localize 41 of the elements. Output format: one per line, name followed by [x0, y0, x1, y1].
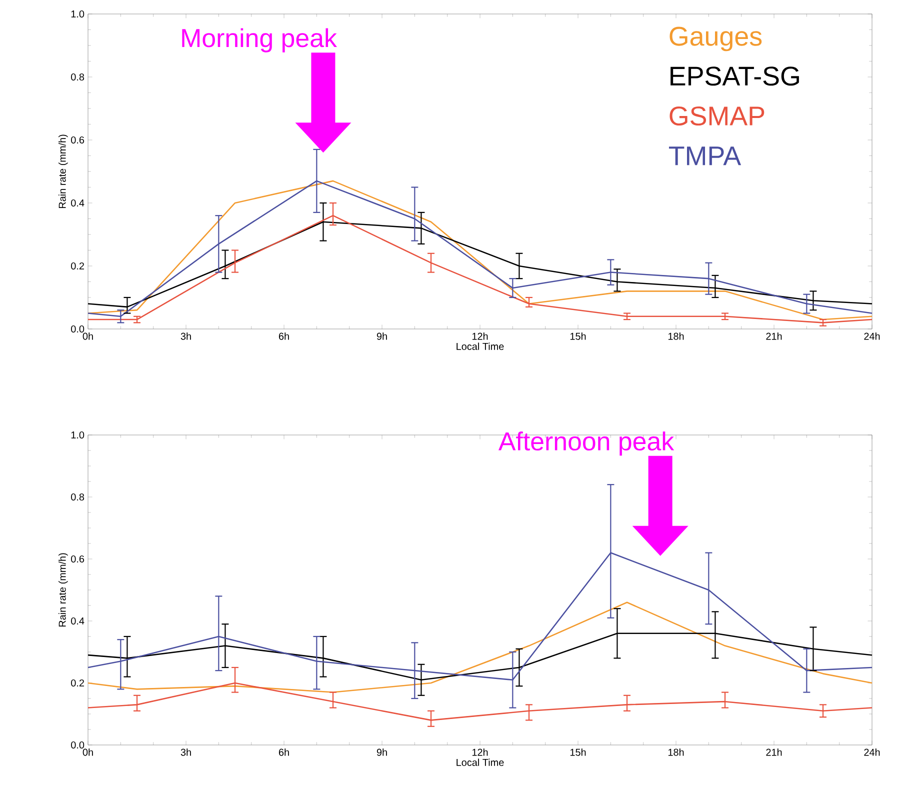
- x-tick-label: 18h: [668, 748, 684, 756]
- x-tick-label: 6h: [278, 332, 289, 340]
- x-tick-label: 18h: [668, 332, 684, 340]
- y-tick-label: 0.4: [71, 617, 84, 625]
- x-tick-label: 0h: [82, 332, 93, 340]
- y-tick-label: 0.0: [71, 325, 84, 333]
- x-tick-label: 9h: [376, 332, 387, 340]
- x-tick-label: 15h: [570, 332, 586, 340]
- y-tick-label: 0.6: [71, 555, 84, 563]
- x-tick-label: 12h: [472, 748, 488, 756]
- y-axis-title: Rain rate (mm/h): [58, 134, 68, 208]
- text: Gauges: [670, 26, 762, 52]
- x-tick-label: 9h: [376, 748, 387, 756]
- y-tick-label: 1.0: [71, 431, 84, 439]
- text: GSMAP: [670, 106, 764, 126]
- x-axis-title: Local Time: [456, 342, 504, 350]
- x-tick-label: 12h: [472, 332, 488, 340]
- annotation: Morning peak: [182, 28, 337, 52]
- x-tick-label: 24h: [864, 332, 880, 340]
- text: TMPA: [668, 146, 742, 166]
- y-axis-title: Rain rate (mm/h): [58, 553, 68, 627]
- x-tick-label: 0h: [82, 748, 93, 756]
- x-tick-label: 15h: [570, 748, 586, 756]
- y-tick-label: 0.4: [71, 199, 84, 207]
- x-axis-title: Local Time: [456, 758, 504, 766]
- x-tick-label: 6h: [278, 748, 289, 756]
- x-tick-label: 3h: [180, 332, 191, 340]
- line-series: [87, 602, 873, 693]
- y-tick-label: 0.2: [71, 262, 84, 270]
- y-tick-label: 0.0: [71, 741, 84, 749]
- y-tick-label: 1.0: [71, 10, 84, 18]
- x-tick-label: 24h: [864, 748, 880, 756]
- y-tick-label: 0.8: [71, 493, 84, 501]
- y-tick-label: 0.8: [71, 73, 84, 81]
- text: EPSAT-SG: [670, 66, 799, 86]
- x-tick-label: 21h: [766, 332, 782, 340]
- annotation: Afternoon peak: [498, 432, 674, 456]
- x-tick-label: 3h: [180, 748, 191, 756]
- y-tick-label: 0.2: [71, 679, 84, 687]
- x-tick-label: 21h: [766, 748, 782, 756]
- y-tick-label: 0.6: [71, 136, 84, 144]
